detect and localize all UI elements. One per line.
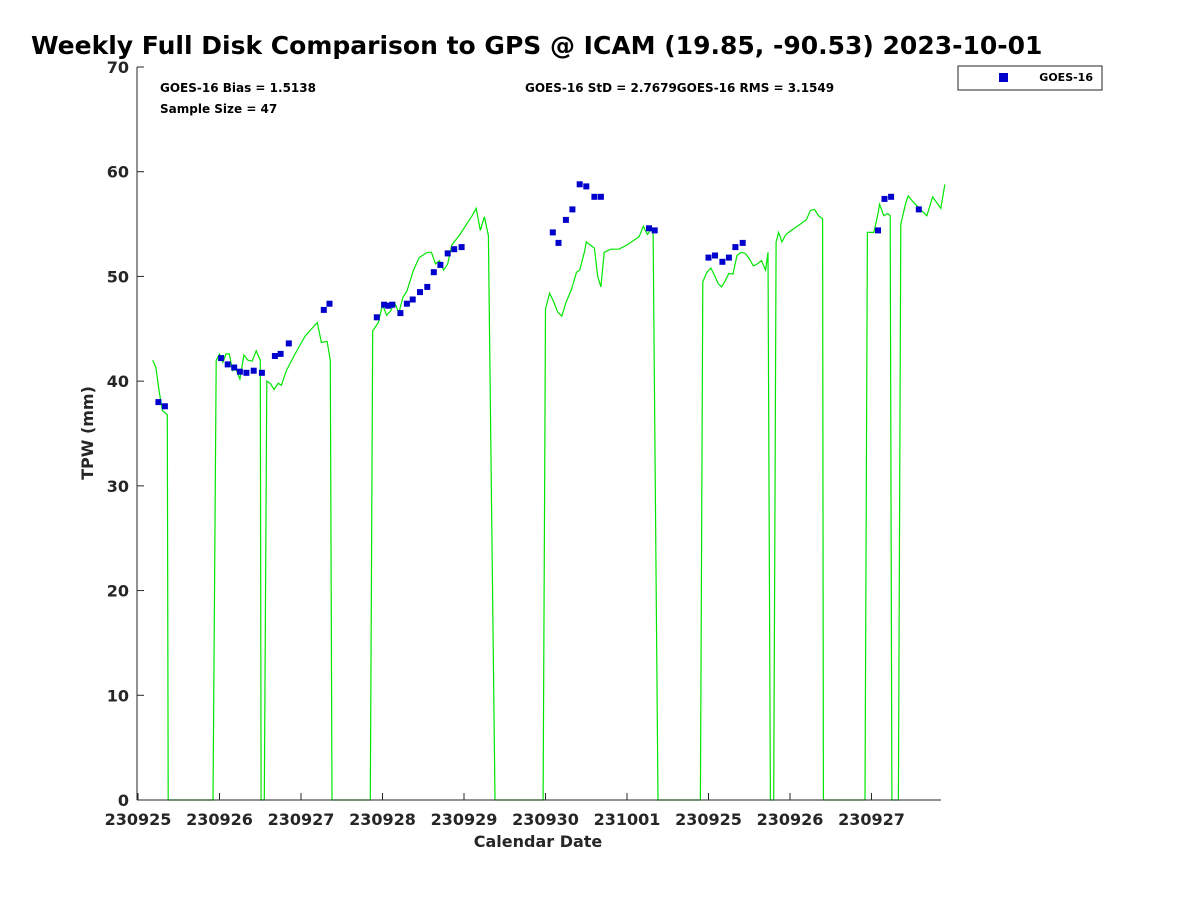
- goes-16-point: [326, 300, 333, 307]
- x-tick-label: 230926: [757, 810, 824, 829]
- axes: 0 10 20 30 40 50 60 70 230925 230926 230927 230928…: [105, 58, 941, 829]
- goes-16-point: [430, 269, 437, 276]
- goes-16-point: [458, 244, 465, 251]
- goes-16-point: [417, 289, 423, 296]
- goes-16-point: [389, 301, 396, 308]
- goes-16-point: [915, 206, 922, 213]
- y-ticks: 0 10 20 30 40 50 60 70: [107, 58, 144, 810]
- legend-box: [957, 65, 1103, 91]
- goes-16-point: [569, 206, 576, 213]
- goes-16-point: [381, 301, 388, 308]
- goes-16-point: [437, 261, 444, 268]
- goes-16-point: [583, 183, 590, 190]
- goes-16-point: [243, 369, 250, 376]
- goes-16-point: [705, 254, 712, 261]
- goes-16-point: [732, 244, 739, 251]
- y-tick-label: 50: [107, 267, 129, 286]
- goes-16-point: [576, 181, 583, 188]
- legend-label-goes-16: GOES-16: [1039, 71, 1093, 84]
- x-tick-label: 230928: [349, 810, 416, 829]
- goes-16-point: [320, 306, 327, 313]
- goes-16-point: [231, 364, 238, 371]
- goes-16-point: [224, 361, 231, 368]
- goes-16-point: [646, 225, 652, 232]
- y-tick-label: 70: [107, 58, 129, 77]
- x-tick-label: 230927: [268, 810, 335, 829]
- goes-16-point: [651, 227, 658, 234]
- x-ticks: 230925 230926 230927 230928 230929 230930 2310…: [105, 793, 905, 829]
- goes-16-markers: [155, 181, 922, 410]
- goes-16-point: [409, 296, 416, 303]
- goes-16-point: [236, 368, 243, 375]
- y-tick-label: 20: [107, 582, 129, 601]
- x-tick-label: 230925: [675, 810, 742, 829]
- goes-16-point: [725, 254, 732, 261]
- goes-16-point: [451, 246, 458, 253]
- y-axis-label: TPW (mm): [78, 386, 97, 480]
- x-axis-label: Calendar Date: [474, 832, 603, 851]
- goes-16-point: [881, 195, 888, 202]
- chart-title: Weekly Full Disk Comparison to GPS @ ICA…: [31, 31, 1042, 60]
- x-tick-label: 230930: [512, 810, 579, 829]
- goes-16-point: [258, 369, 265, 376]
- goes-16-point: [155, 399, 162, 406]
- goes-16-point: [739, 239, 746, 246]
- y-tick-label: 60: [107, 163, 129, 182]
- x-tick-label: 230926: [186, 810, 253, 829]
- goes-16-point: [277, 350, 284, 357]
- goes-16-point: [597, 193, 604, 200]
- goes-16-point: [444, 250, 451, 257]
- x-tick-label: 230925: [105, 810, 172, 829]
- goes-16-point: [875, 227, 881, 234]
- y-tick-label: 30: [107, 477, 129, 496]
- x-tick-label: 230927: [838, 810, 905, 829]
- goes-16-point: [888, 193, 895, 200]
- goes-16-point: [250, 367, 257, 374]
- y-tick-label: 0: [118, 791, 129, 810]
- goes-16-point: [403, 300, 410, 307]
- goes-16-point: [161, 403, 168, 410]
- std-rms-annotation: GOES-16 StD = 2.7679GOES-16 RMS = 3.1549: [525, 81, 834, 95]
- legend: GOES-16: [957, 65, 1103, 91]
- goes-16-point: [218, 355, 225, 362]
- goes-16-point: [424, 283, 431, 290]
- gps-series-line: [152, 184, 946, 801]
- y-tick-label: 40: [107, 372, 129, 391]
- x-tick-label: 231001: [594, 810, 661, 829]
- goes-16-point: [271, 353, 278, 359]
- goes-16-point: [719, 258, 726, 265]
- goes-16-point: [712, 252, 718, 259]
- goes-16-point: [397, 310, 404, 317]
- bias-annotation: GOES-16 Bias = 1.5138: [160, 81, 316, 95]
- goes-16-point: [373, 314, 380, 321]
- goes-16-point: [591, 193, 598, 200]
- goes-16-point: [555, 239, 562, 246]
- plot-area: [152, 181, 946, 801]
- y-tick-label: 10: [107, 686, 129, 705]
- goes-16-point: [285, 340, 292, 347]
- goes-16-point: [562, 216, 569, 223]
- legend-marker-goes-16: [999, 73, 1008, 82]
- x-tick-label: 230929: [431, 810, 498, 829]
- goes-16-point: [385, 302, 392, 309]
- sample-size-annotation: Sample Size = 47: [160, 102, 277, 116]
- goes-16-point: [549, 229, 556, 236]
